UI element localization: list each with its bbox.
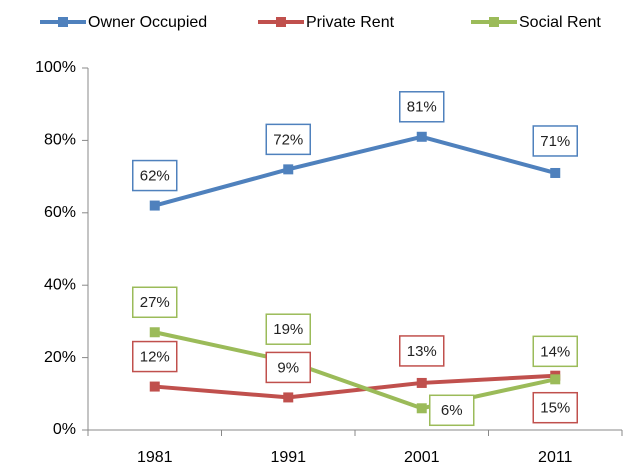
- series-line: [154, 330, 556, 411]
- x-tick-label: 1991: [270, 449, 306, 466]
- data-label: 81%: [407, 99, 437, 116]
- legend-label: Social Rent: [519, 14, 601, 31]
- point-marker: [416, 377, 427, 388]
- data-label-box: [132, 159, 178, 192]
- data-label-box: [265, 123, 311, 156]
- legend-label: Private Rent: [306, 14, 395, 31]
- data-label: 14%: [540, 343, 570, 360]
- y-tick-label: 100%: [35, 59, 76, 76]
- point-marker: [283, 392, 294, 403]
- legend-label: Owner Occupied: [88, 14, 207, 31]
- data-label-box: [532, 335, 578, 368]
- data-label: 72%: [273, 131, 303, 148]
- legend-marker: [58, 17, 68, 27]
- point-marker: [283, 164, 294, 175]
- series-line: [154, 134, 556, 208]
- data-label: 13%: [407, 343, 437, 360]
- data-label-box: [132, 286, 178, 319]
- data-label: 9%: [277, 359, 299, 376]
- data-label: 12%: [140, 349, 170, 366]
- y-tick-label: 40%: [44, 276, 76, 293]
- y-tick-label: 0%: [53, 421, 76, 438]
- data-label-box: [265, 313, 311, 345]
- data-label-box: [399, 91, 445, 123]
- legend-marker: [489, 17, 499, 27]
- y-tick-label: 60%: [44, 204, 76, 221]
- legend-marker: [276, 17, 286, 27]
- point-marker: [149, 381, 160, 392]
- data-label-box: [429, 394, 475, 427]
- data-label-box: [265, 351, 311, 384]
- point-marker: [550, 374, 561, 385]
- data-label-box: [532, 125, 578, 157]
- point-marker: [416, 403, 427, 414]
- x-tick-label: 1981: [137, 449, 173, 466]
- series-line: [154, 373, 556, 400]
- y-tick-label: 80%: [44, 132, 76, 149]
- point-marker: [416, 131, 427, 142]
- point-marker: [149, 327, 160, 338]
- data-label: 6%: [441, 402, 463, 419]
- x-tick-label: 2001: [404, 449, 440, 466]
- data-label-box: [532, 391, 578, 424]
- data-label: 71%: [540, 133, 570, 150]
- data-label: 15%: [540, 400, 570, 417]
- point-marker: [149, 200, 160, 211]
- data-label-box: [132, 340, 178, 373]
- x-tick-label: 2011: [538, 449, 573, 466]
- data-label: 27%: [140, 294, 170, 311]
- point-marker: [550, 167, 561, 178]
- data-label-box: [399, 335, 445, 367]
- y-tick-label: 20%: [44, 349, 76, 366]
- data-label: 62%: [140, 168, 170, 185]
- data-label: 19%: [273, 321, 303, 338]
